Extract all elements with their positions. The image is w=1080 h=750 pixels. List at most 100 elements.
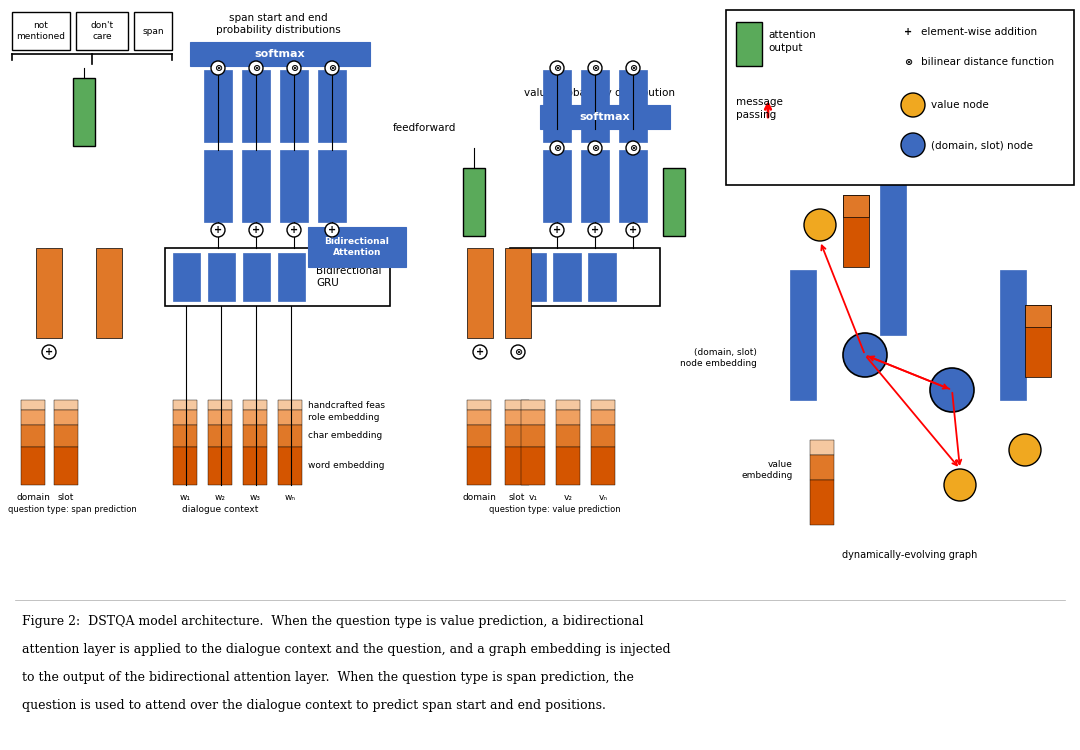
- Bar: [208, 425, 232, 447]
- Text: to the output of the bidirectional attention layer.  When the question type is s: to the output of the bidirectional atten…: [22, 671, 634, 684]
- Bar: [880, 175, 906, 335]
- Text: +: +: [214, 225, 222, 235]
- Text: Bidirectional
Attention: Bidirectional Attention: [325, 237, 390, 256]
- Bar: [467, 410, 491, 425]
- Circle shape: [550, 223, 564, 237]
- Bar: [810, 455, 834, 480]
- Circle shape: [843, 333, 887, 377]
- Text: w₁: w₁: [179, 493, 190, 502]
- Text: +: +: [328, 225, 336, 235]
- Text: +: +: [45, 347, 53, 357]
- Text: don't
care: don't care: [91, 21, 113, 40]
- Text: message: message: [735, 97, 783, 107]
- Circle shape: [930, 368, 974, 412]
- Bar: [96, 248, 122, 338]
- Bar: [1025, 305, 1051, 377]
- Circle shape: [626, 141, 640, 155]
- Circle shape: [626, 223, 640, 237]
- Circle shape: [588, 141, 602, 155]
- Text: ⊗: ⊗: [904, 57, 913, 67]
- Bar: [467, 447, 491, 485]
- Bar: [843, 195, 869, 267]
- Bar: [521, 447, 545, 485]
- Text: passing: passing: [735, 110, 777, 120]
- Text: +: +: [629, 225, 637, 235]
- Text: ⊗: ⊗: [514, 347, 522, 357]
- Text: +: +: [476, 347, 484, 357]
- Text: question is used to attend over the dialogue context to predict span start and e: question is used to attend over the dial…: [22, 699, 606, 712]
- Text: attention layer is applied to the dialogue context and the question, and a graph: attention layer is applied to the dialog…: [22, 643, 671, 656]
- Bar: [243, 410, 267, 425]
- Circle shape: [287, 61, 301, 75]
- Circle shape: [211, 223, 225, 237]
- Text: domain: domain: [16, 493, 50, 502]
- Circle shape: [901, 133, 924, 157]
- Text: ⊗: ⊗: [289, 63, 298, 73]
- Text: +: +: [591, 225, 599, 235]
- Bar: [556, 410, 580, 425]
- Bar: [463, 168, 485, 236]
- Circle shape: [804, 209, 836, 241]
- Circle shape: [42, 345, 56, 359]
- Text: word embedding: word embedding: [308, 461, 384, 470]
- Bar: [588, 253, 616, 301]
- Bar: [556, 400, 580, 410]
- Bar: [280, 70, 308, 142]
- Text: output: output: [768, 43, 802, 53]
- Text: v₁: v₁: [528, 493, 538, 502]
- Bar: [134, 12, 172, 50]
- Bar: [190, 42, 370, 66]
- Text: ⊗: ⊗: [553, 63, 562, 73]
- Bar: [467, 425, 491, 447]
- Circle shape: [588, 61, 602, 75]
- Circle shape: [900, 54, 916, 70]
- Text: ⊗: ⊗: [214, 63, 222, 73]
- Bar: [54, 400, 78, 410]
- Bar: [12, 12, 70, 50]
- Text: slot: slot: [58, 493, 75, 502]
- Bar: [54, 447, 78, 485]
- Bar: [54, 425, 78, 447]
- Text: question type: span prediction: question type: span prediction: [8, 505, 136, 514]
- Circle shape: [588, 223, 602, 237]
- Bar: [243, 447, 267, 485]
- Text: domain: domain: [462, 493, 496, 502]
- Bar: [318, 70, 346, 142]
- Text: ⊗: ⊗: [629, 143, 637, 153]
- Text: +: +: [289, 225, 298, 235]
- Bar: [619, 150, 647, 222]
- Bar: [467, 248, 492, 338]
- Circle shape: [550, 61, 564, 75]
- Text: +: +: [904, 27, 913, 37]
- Circle shape: [249, 223, 264, 237]
- Bar: [243, 425, 267, 447]
- Text: ⊗: ⊗: [591, 143, 599, 153]
- Bar: [21, 410, 45, 425]
- Bar: [173, 425, 197, 447]
- Text: bilinear distance function: bilinear distance function: [921, 57, 1054, 67]
- Bar: [173, 253, 200, 301]
- Circle shape: [944, 469, 976, 501]
- Text: +: +: [553, 225, 562, 235]
- Text: wₙ: wₙ: [284, 493, 296, 502]
- Bar: [591, 400, 615, 410]
- Circle shape: [901, 93, 924, 117]
- Circle shape: [626, 61, 640, 75]
- Bar: [173, 400, 197, 410]
- Bar: [208, 410, 232, 425]
- Bar: [76, 12, 129, 50]
- Bar: [810, 480, 834, 525]
- Text: ⊗: ⊗: [553, 143, 562, 153]
- Text: softmax: softmax: [255, 49, 306, 59]
- Text: w₃: w₃: [249, 493, 260, 502]
- Text: (domain, slot)
node embedding: (domain, slot) node embedding: [680, 348, 757, 368]
- Text: value
embedding: value embedding: [742, 460, 793, 480]
- Bar: [543, 70, 571, 142]
- Bar: [789, 270, 816, 400]
- Bar: [521, 410, 545, 425]
- Circle shape: [249, 61, 264, 75]
- Bar: [556, 447, 580, 485]
- Bar: [553, 253, 581, 301]
- Bar: [242, 150, 270, 222]
- Circle shape: [550, 141, 564, 155]
